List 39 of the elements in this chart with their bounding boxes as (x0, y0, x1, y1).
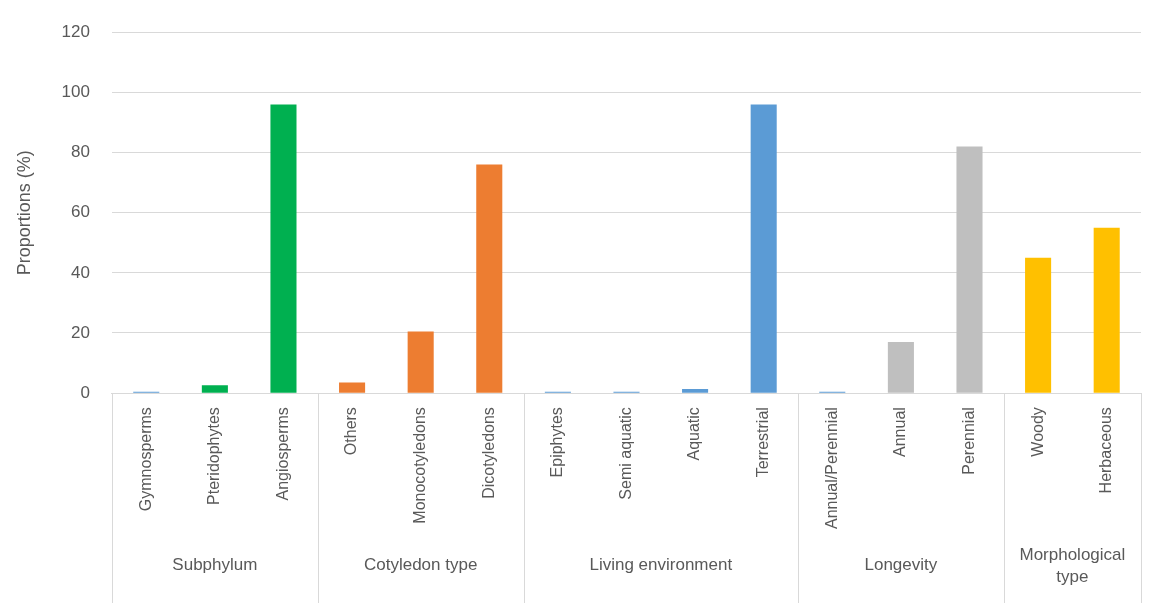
bar (339, 382, 366, 393)
x-tick-label: Epiphytes (548, 407, 566, 478)
bar (270, 104, 297, 393)
x-tick-label: Semi aquatic (616, 407, 634, 500)
x-tick-label: Woody (1028, 407, 1046, 457)
y-tick-label: 20 (71, 322, 90, 342)
x-tick-label: Terrestrial (754, 407, 772, 478)
x-tick-label: Gymnosperms (136, 407, 154, 512)
bar (407, 331, 434, 393)
y-tick-label: 60 (71, 202, 90, 222)
x-tick-label: Annual/Perennial (822, 407, 840, 530)
y-tick-label: 80 (71, 142, 90, 162)
y-tick-label: 40 (71, 262, 90, 282)
text: Living environment (589, 554, 733, 574)
bar (956, 146, 983, 393)
bar (750, 104, 777, 393)
x-tick-label: Annual (891, 407, 909, 457)
y-axis-title: Proportions (%) (13, 150, 34, 276)
x-tick-label: Perennial (959, 407, 977, 475)
text: Cotyledon type (363, 554, 478, 574)
x-tick-label: Pteridophytes (205, 407, 223, 505)
text: Subphylum (172, 554, 258, 574)
x-tick-label: Aquatic (685, 407, 703, 461)
bar (1025, 257, 1052, 393)
x-tick-label: Others (342, 407, 360, 456)
bar (1093, 227, 1120, 393)
x-tick-label: Dicotyledons (479, 407, 497, 499)
bar (201, 385, 228, 393)
x-tick-label: Angiosperms (273, 407, 291, 501)
y-tick-label: 100 (61, 82, 90, 102)
bar (887, 342, 914, 393)
y-tick-label: 0 (80, 382, 90, 402)
bar (682, 388, 709, 393)
x-tick-label: Monocotyledons (411, 407, 429, 524)
text: Morphological type (1019, 544, 1126, 586)
text: Longevity (864, 554, 938, 574)
bar (476, 164, 503, 393)
x-tick-label: Herbaceous (1097, 407, 1115, 494)
y-tick-label: 120 (61, 21, 90, 41)
